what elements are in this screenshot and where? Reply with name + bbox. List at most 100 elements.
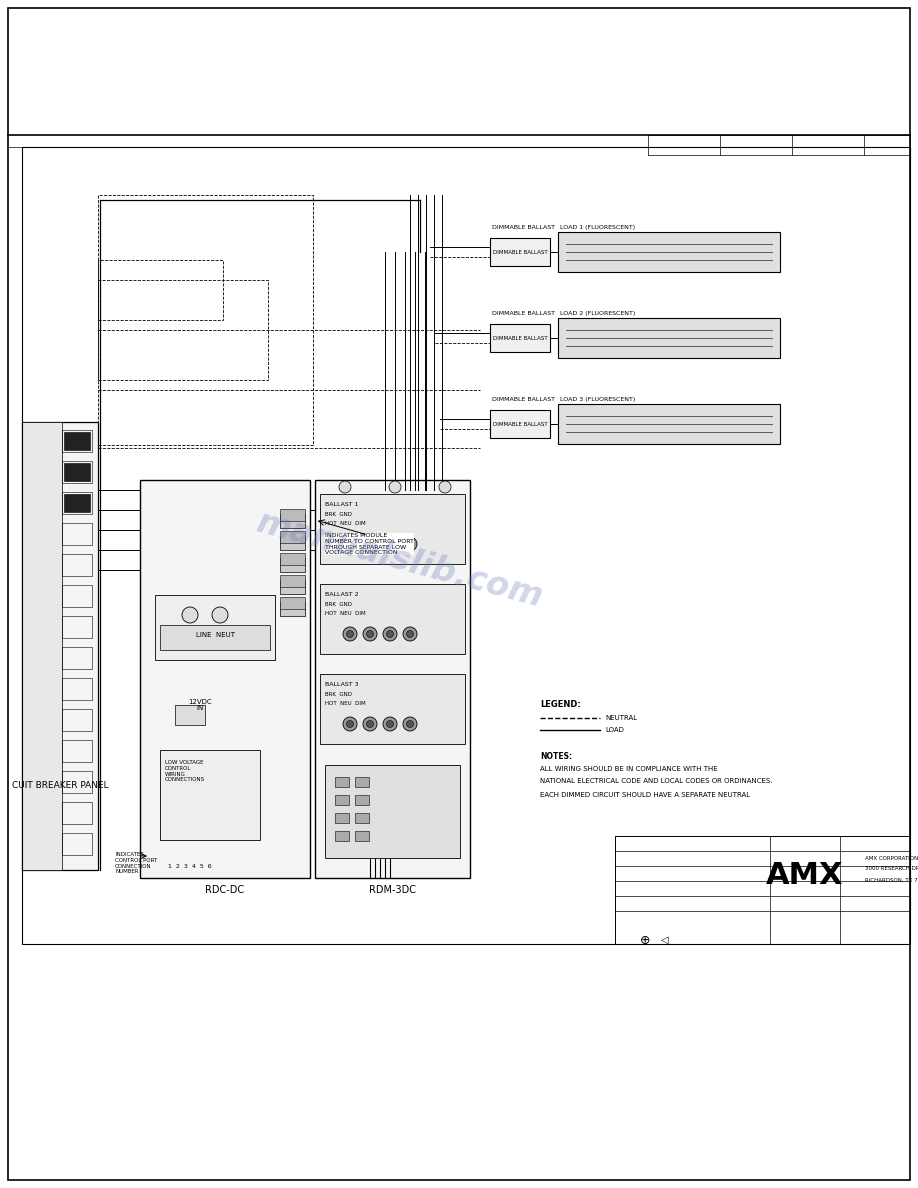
Bar xyxy=(280,536,305,550)
Bar xyxy=(280,602,305,617)
Text: HOT  NEU  DIM: HOT NEU DIM xyxy=(325,522,365,526)
Bar xyxy=(62,554,92,576)
Bar xyxy=(62,492,92,514)
Bar xyxy=(355,813,369,823)
Text: BALLAST 2: BALLAST 2 xyxy=(325,592,359,598)
Bar xyxy=(355,830,369,841)
Text: 1  2  3  4  5  6: 1 2 3 4 5 6 xyxy=(168,864,212,868)
Text: EACH DIMMED CIRCUIT SHOULD HAVE A SEPARATE NEUTRAL: EACH DIMMED CIRCUIT SHOULD HAVE A SEPARA… xyxy=(540,792,750,798)
Bar xyxy=(280,514,305,527)
Bar xyxy=(558,232,780,272)
Bar xyxy=(355,777,369,786)
Bar xyxy=(98,260,223,320)
Bar xyxy=(280,575,305,587)
Bar xyxy=(325,765,460,858)
Bar xyxy=(140,480,310,878)
Circle shape xyxy=(383,627,397,642)
Bar xyxy=(155,595,275,661)
Circle shape xyxy=(363,718,377,731)
Circle shape xyxy=(182,607,198,623)
Bar xyxy=(355,795,369,805)
Circle shape xyxy=(339,481,351,493)
Circle shape xyxy=(389,481,401,493)
Text: RDM-3DC: RDM-3DC xyxy=(369,885,416,895)
Text: BRK  GND: BRK GND xyxy=(325,512,352,517)
Text: LOAD 2 (FLUORESCENT): LOAD 2 (FLUORESCENT) xyxy=(560,311,635,316)
Circle shape xyxy=(343,537,357,551)
Bar xyxy=(335,795,349,805)
Text: DIMMABLE BALLAST: DIMMABLE BALLAST xyxy=(492,225,555,230)
Bar xyxy=(62,802,92,824)
Circle shape xyxy=(386,720,394,727)
Bar xyxy=(490,238,550,266)
Bar xyxy=(62,709,92,731)
Bar xyxy=(558,318,780,358)
Text: 3000 RESEARCH DRIVE: 3000 RESEARCH DRIVE xyxy=(865,866,918,872)
Circle shape xyxy=(403,537,417,551)
Text: BALLAST 3: BALLAST 3 xyxy=(325,682,359,687)
Text: AMX: AMX xyxy=(767,861,844,891)
Circle shape xyxy=(343,718,357,731)
Text: BRK  GND: BRK GND xyxy=(325,602,352,607)
Text: RDC-DC: RDC-DC xyxy=(206,885,244,895)
Bar xyxy=(280,580,305,594)
Bar xyxy=(280,552,305,565)
Text: CUIT BREAKER PANEL: CUIT BREAKER PANEL xyxy=(12,781,108,790)
Circle shape xyxy=(366,541,374,548)
Text: HOT  NEU  DIM: HOT NEU DIM xyxy=(325,611,365,617)
Text: DIMMABLE BALLAST: DIMMABLE BALLAST xyxy=(492,311,555,316)
Circle shape xyxy=(383,718,397,731)
Circle shape xyxy=(343,627,357,642)
Text: LOW VOLTAGE
CONTROL
WIRING
CONNECTIONS: LOW VOLTAGE CONTROL WIRING CONNECTIONS xyxy=(165,760,205,783)
Circle shape xyxy=(407,631,413,638)
Circle shape xyxy=(386,541,394,548)
Text: RICHARDSON, TX 75082: RICHARDSON, TX 75082 xyxy=(865,878,918,883)
Text: AMX CORPORATION: AMX CORPORATION xyxy=(865,855,918,860)
Text: NEUTRAL: NEUTRAL xyxy=(605,715,637,721)
Text: LINE  NEUT: LINE NEUT xyxy=(196,632,234,638)
Text: LEGEND:: LEGEND: xyxy=(540,700,581,709)
Circle shape xyxy=(386,631,394,638)
Bar xyxy=(280,598,305,609)
Circle shape xyxy=(363,537,377,551)
Text: DIMMABLE BALLAST: DIMMABLE BALLAST xyxy=(493,335,547,341)
Circle shape xyxy=(439,481,451,493)
Text: manualslib.com: manualslib.com xyxy=(253,506,547,614)
Circle shape xyxy=(366,720,374,727)
Circle shape xyxy=(212,607,228,623)
Text: INDICATES
CONTROL PORT
CONNECTION
NUMBER: INDICATES CONTROL PORT CONNECTION NUMBER xyxy=(115,852,157,874)
Bar xyxy=(64,494,90,512)
Bar xyxy=(280,508,305,522)
Text: ALL WIRING SHOULD BE IN COMPLIANCE WITH THE: ALL WIRING SHOULD BE IN COMPLIANCE WITH … xyxy=(540,766,718,772)
Bar xyxy=(160,750,260,840)
Text: BRK  GND: BRK GND xyxy=(325,691,352,697)
Bar xyxy=(62,771,92,794)
Bar xyxy=(558,404,780,444)
Text: ◁: ◁ xyxy=(661,935,668,944)
Text: HOT  NEU  DIM: HOT NEU DIM xyxy=(325,701,365,706)
Bar xyxy=(22,422,62,870)
Bar xyxy=(62,523,92,545)
Bar xyxy=(22,147,910,944)
Bar xyxy=(62,833,92,855)
Bar xyxy=(335,813,349,823)
Text: DIMMABLE BALLAST: DIMMABLE BALLAST xyxy=(493,422,547,426)
Bar xyxy=(160,625,270,650)
Circle shape xyxy=(366,631,374,638)
Text: LOAD 1 (FLUORESCENT): LOAD 1 (FLUORESCENT) xyxy=(560,225,635,230)
Circle shape xyxy=(383,537,397,551)
Circle shape xyxy=(407,720,413,727)
Text: NOTES:: NOTES: xyxy=(540,752,572,762)
Text: LOAD 3 (FLUORESCENT): LOAD 3 (FLUORESCENT) xyxy=(560,397,635,402)
Circle shape xyxy=(407,541,413,548)
Bar xyxy=(64,432,90,450)
Text: DIMMABLE BALLAST: DIMMABLE BALLAST xyxy=(493,249,547,254)
Bar xyxy=(490,410,550,438)
Bar xyxy=(62,617,92,638)
Bar xyxy=(320,674,465,744)
Bar xyxy=(315,480,470,878)
Text: NATIONAL ELECTRICAL CODE AND LOCAL CODES OR ORDINANCES.: NATIONAL ELECTRICAL CODE AND LOCAL CODES… xyxy=(540,778,773,784)
Bar xyxy=(62,430,92,451)
Bar xyxy=(62,584,92,607)
Bar xyxy=(280,531,305,543)
